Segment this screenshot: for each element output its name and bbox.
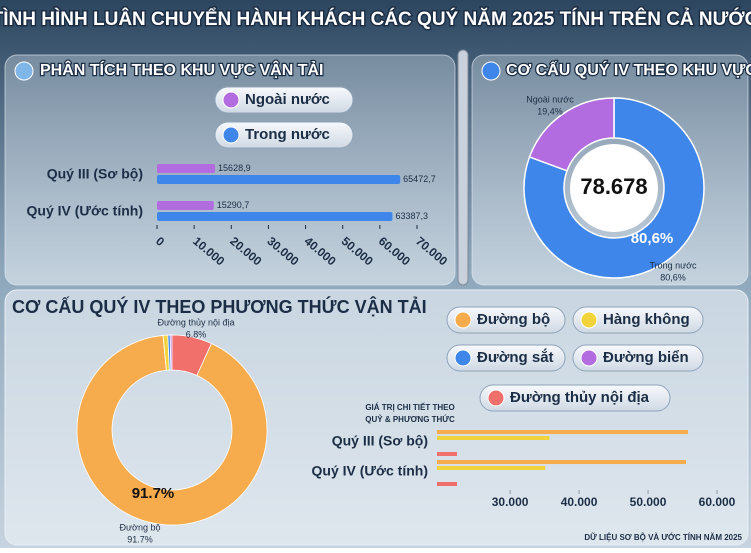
slice-value: 19,4% <box>537 106 563 116</box>
chart-title: CƠ CẤU QUÝ IV THEO KHU VỰC <box>506 60 751 79</box>
donut-slice <box>171 334 212 376</box>
legend-pill <box>446 306 566 334</box>
slice-label: 91.7% <box>132 485 175 502</box>
legend-label: Đường thủy nội địa <box>510 389 650 406</box>
bar <box>157 164 216 173</box>
chart-title: GIÁ TRỊ CHI TIẾT THEO <box>365 402 454 412</box>
slice-name: Trong nước <box>649 260 697 270</box>
y-tick-label: Quý IV (Ước tính) <box>312 463 428 479</box>
data-label: 15290,7 <box>217 200 250 210</box>
divider <box>457 49 469 286</box>
legend-swatch <box>222 91 240 109</box>
chart-title: QUỶ & PHƯƠNG THỨC <box>365 415 455 424</box>
x-tick-label: 60.000 <box>699 495 736 509</box>
page-title: TÌNH HÌNH LUÂN CHUYỂN HÀNH KHÁCH CÁC QUÝ… <box>0 8 751 30</box>
slice-name: Ngoài nước <box>526 94 574 104</box>
legend-pill <box>446 344 566 372</box>
legend-pill <box>214 121 354 149</box>
slice-name: Đường bộ <box>120 522 161 532</box>
legend-label: Đường sắt <box>477 348 554 366</box>
legend-label: Đường biển <box>603 349 689 366</box>
bar <box>437 430 689 434</box>
donut-slice <box>76 334 268 526</box>
bar <box>437 466 546 470</box>
icon <box>481 61 501 81</box>
chart-title: PHÂN TÍCH THEO KHU VỰC VẬN TẢI <box>40 60 324 79</box>
x-tick-label: 50.000 <box>630 495 667 509</box>
legend-swatch <box>580 349 598 367</box>
legend-label: Ngoài nước <box>245 91 330 108</box>
donut-slice <box>523 97 705 279</box>
bar <box>437 482 457 486</box>
legend-swatch <box>580 311 598 329</box>
chart-title: CƠ CẤU QUÝ IV THEO PHƯƠNG THỨC VẬN TẢI <box>12 296 427 317</box>
slice-value: 91.7% <box>127 534 153 544</box>
slice-value: 6.8% <box>186 329 207 339</box>
center-disc <box>570 144 658 232</box>
footer: DỮ LIỆU SƠ BỘ VÀ ƯỚC TÍNH NĂM 2025 <box>584 533 742 542</box>
data-label: 63387,3 <box>395 211 428 221</box>
legend-pill <box>572 306 704 334</box>
center-label: 78.678 <box>580 174 647 199</box>
legend-swatch <box>487 389 505 407</box>
y-tick-label: Quý IV (Ước tính) <box>27 203 143 219</box>
legend-label: Trong nước <box>245 126 330 143</box>
bar <box>437 436 550 440</box>
legend-pill <box>572 344 704 372</box>
data-label: 65472,7 <box>403 174 436 184</box>
icon <box>14 61 34 81</box>
bar <box>157 201 214 210</box>
donut-slice <box>528 97 615 172</box>
bar <box>437 452 457 456</box>
legend-swatch <box>454 311 472 329</box>
legend-swatch <box>454 349 472 367</box>
x-tick-label: 30.000 <box>492 495 529 509</box>
legend-pill <box>214 86 354 114</box>
data-label: 15628,9 <box>218 163 251 173</box>
slice-name: Đường thủy nội địa <box>158 317 235 327</box>
x-tick-label: 40.000 <box>561 495 598 509</box>
slice-label: 80,6% <box>631 230 674 247</box>
legend-pill <box>479 384 671 412</box>
y-tick-label: Quý III (Sơ bộ) <box>47 166 143 182</box>
bar <box>157 175 401 184</box>
legend-label: Đường bộ <box>477 311 550 328</box>
legend-label: Hàng không <box>603 311 690 328</box>
legend-swatch <box>222 126 240 144</box>
slice-value: 80,6% <box>660 272 686 282</box>
bar <box>437 460 686 464</box>
bar <box>157 212 393 221</box>
y-tick-label: Quý III (Sơ bộ) <box>332 433 428 449</box>
